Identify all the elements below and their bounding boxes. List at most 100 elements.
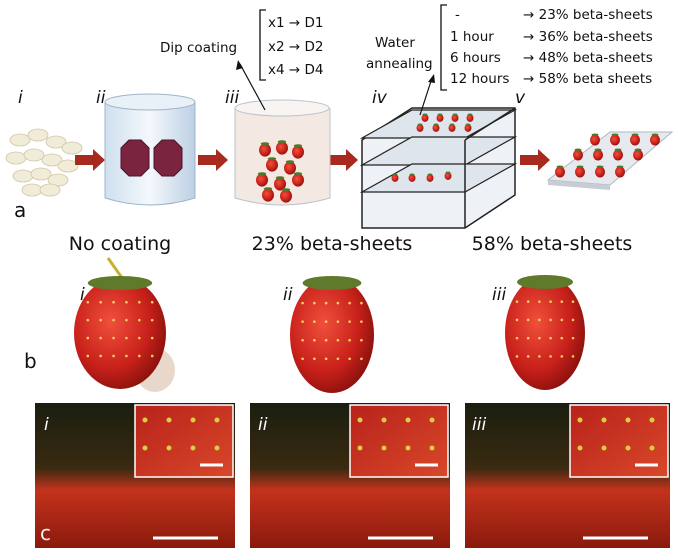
strawberry-leaf <box>467 113 473 116</box>
result: → 36% beta-sheets <box>523 29 653 45</box>
strawberry <box>292 145 304 159</box>
result: → 23% beta-sheets <box>523 7 653 23</box>
cocoon <box>9 133 31 147</box>
strawberry-leaf <box>277 140 287 144</box>
cocoon <box>41 153 63 167</box>
cocoon <box>5 151 27 165</box>
cocoon <box>45 135 67 149</box>
sublabel: i <box>80 285 85 305</box>
sublabel: ii <box>258 415 268 435</box>
strawberry <box>575 166 585 178</box>
strawberry <box>259 143 271 157</box>
bracket <box>259 9 266 81</box>
strawberry <box>416 124 424 132</box>
seed <box>538 300 541 303</box>
strawberry <box>436 114 444 122</box>
seed <box>313 357 316 361</box>
sublabel: iii <box>472 415 486 435</box>
seed <box>99 300 102 304</box>
seed <box>429 417 435 423</box>
seed <box>112 318 115 322</box>
seed <box>324 301 328 305</box>
strawberry <box>280 189 292 203</box>
duration: 12 hours <box>450 71 509 87</box>
strawberry <box>266 158 278 172</box>
seed <box>560 300 564 303</box>
step-label: ii <box>96 88 106 108</box>
seed <box>99 336 102 340</box>
seed <box>348 357 351 361</box>
seed <box>515 300 519 303</box>
seed <box>190 445 196 451</box>
seed <box>549 318 552 322</box>
strawberry <box>284 161 296 175</box>
cocoon <box>61 141 83 155</box>
strawberry-leaf <box>651 133 659 136</box>
strawberry <box>444 172 452 180</box>
seed <box>526 336 530 340</box>
pointer-head <box>428 74 435 83</box>
seed <box>538 336 541 340</box>
cocoon <box>30 167 52 181</box>
seed <box>357 417 363 423</box>
cocoon <box>39 183 61 197</box>
seed <box>150 300 154 304</box>
seed <box>571 318 575 322</box>
dip-coating-title: Dip coating <box>160 40 237 56</box>
strawberry <box>451 114 459 122</box>
beaker-rim <box>104 93 196 111</box>
silk-solution-block <box>120 139 150 177</box>
seed <box>549 300 552 303</box>
tray <box>359 163 518 193</box>
process-arrow <box>198 149 228 171</box>
seed <box>142 417 148 423</box>
strawberry <box>633 149 643 161</box>
seed <box>649 445 655 451</box>
strawberry-leaf <box>275 176 285 180</box>
seed <box>526 318 530 322</box>
step-label: iii <box>225 88 239 108</box>
result: → 58% beta sheets <box>523 71 652 87</box>
seed <box>99 354 102 358</box>
strawberry-leaf <box>417 123 423 126</box>
seed <box>571 336 575 340</box>
seed <box>324 338 328 342</box>
seed <box>313 301 316 305</box>
seed <box>86 336 90 340</box>
strawberry <box>650 134 660 146</box>
seed <box>360 301 363 305</box>
strawberry-leaf <box>616 165 624 168</box>
seed <box>560 336 564 340</box>
strawberry <box>408 174 416 182</box>
strawberry-leaf <box>574 148 582 151</box>
strawberry-calyx <box>517 275 573 289</box>
strawberry <box>276 141 288 155</box>
seed <box>336 357 340 361</box>
seed <box>150 354 154 358</box>
seed <box>142 445 148 451</box>
seed <box>538 355 541 358</box>
seed <box>526 300 530 303</box>
seed <box>571 355 575 358</box>
seed <box>336 320 340 323</box>
seed <box>360 357 363 361</box>
seed <box>214 417 220 423</box>
duration: 1 hour <box>450 29 494 45</box>
strawberry <box>448 124 456 132</box>
column-heading: 58% beta-sheets <box>472 233 633 255</box>
seed <box>538 318 541 322</box>
micrograph-inset <box>349 404 449 478</box>
strawberry-leaf <box>285 160 295 164</box>
strawberry <box>630 134 640 146</box>
seed <box>571 300 575 303</box>
strawberry <box>610 134 620 146</box>
seed <box>301 301 304 305</box>
seed <box>138 318 141 322</box>
sublabel: iii <box>492 285 506 305</box>
seed <box>357 445 363 451</box>
annealing-title: Water <box>375 35 415 51</box>
strawberry <box>391 174 399 182</box>
seed <box>138 336 141 340</box>
seed <box>214 445 220 451</box>
